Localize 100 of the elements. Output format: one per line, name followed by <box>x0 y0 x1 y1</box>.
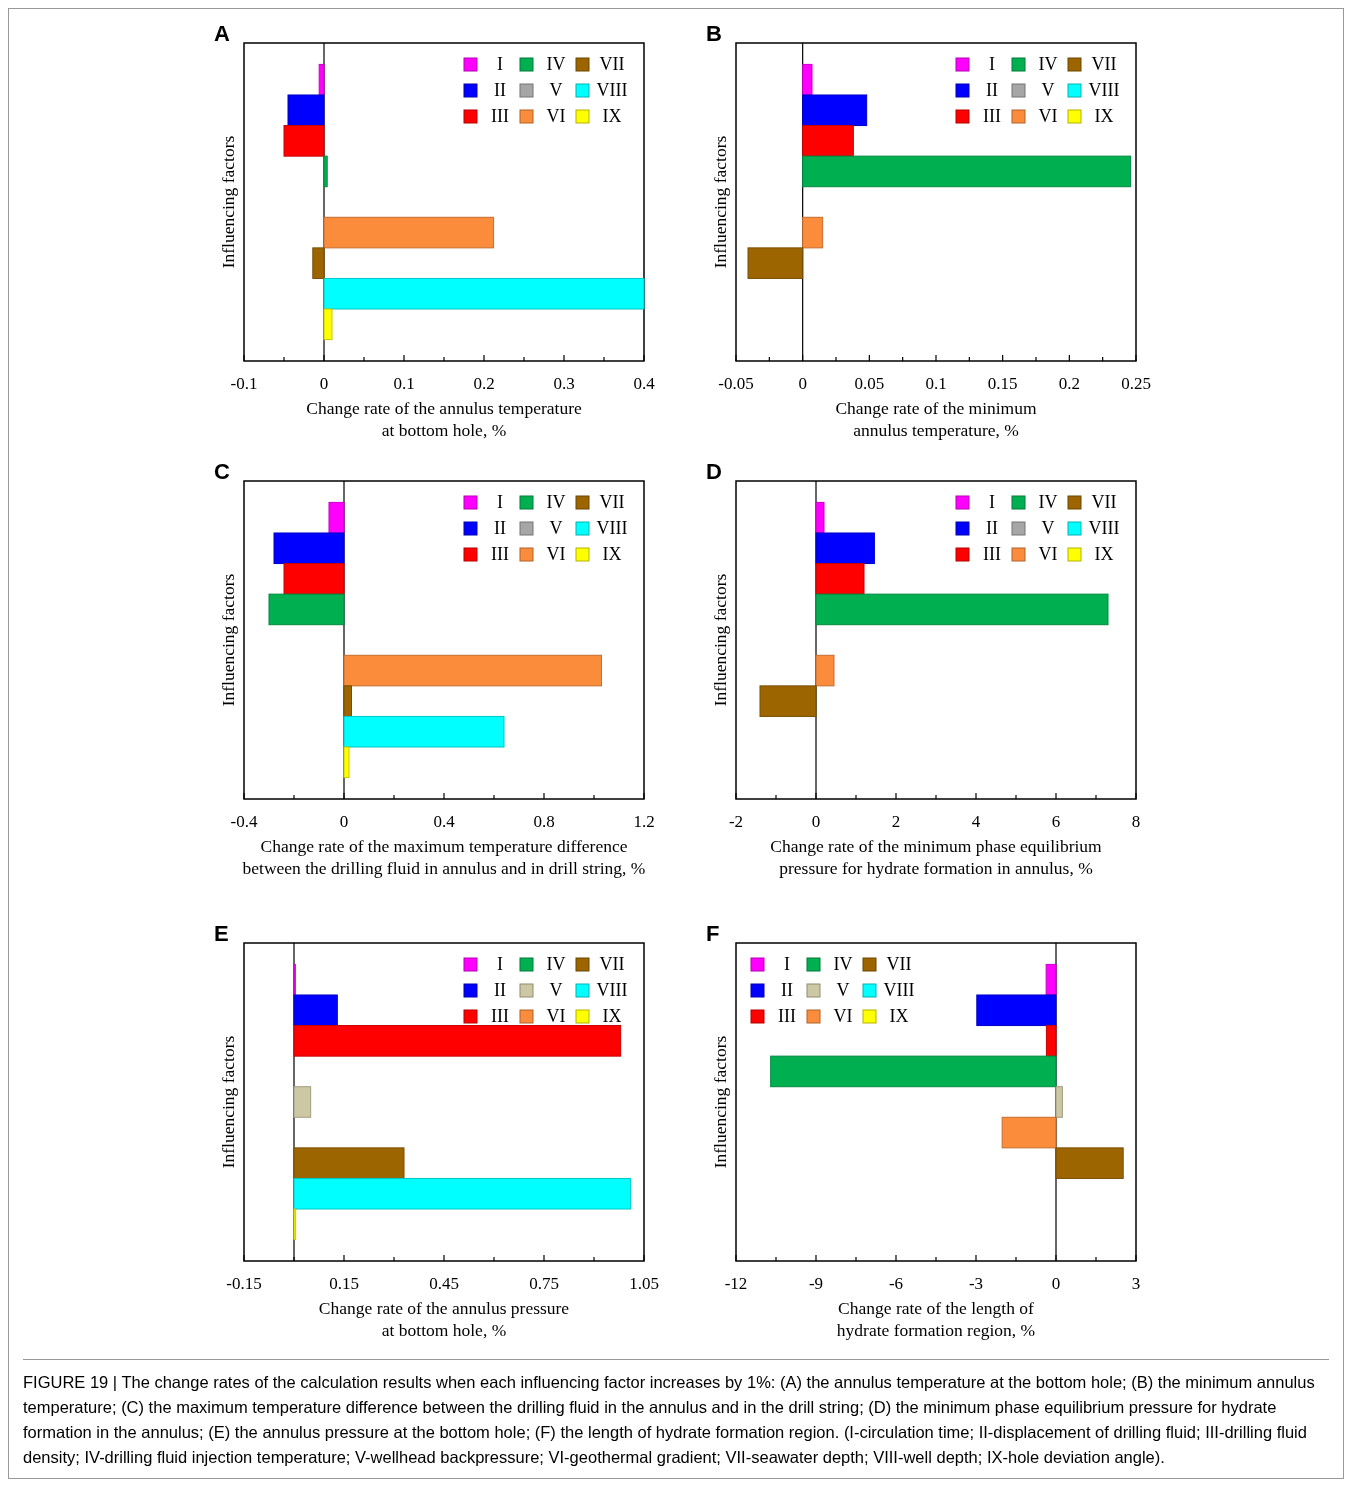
bar <box>293 994 338 1027</box>
legend-label: IV <box>546 492 566 512</box>
legend-label: IV <box>1038 54 1058 74</box>
legend-label: VII <box>599 492 625 512</box>
x-tick-label: -6 <box>888 1274 904 1293</box>
chart-title: F <box>706 921 720 946</box>
bar <box>293 1086 312 1118</box>
legend-label: IX <box>602 1006 622 1026</box>
x-tick-label: 3 <box>1131 1274 1141 1293</box>
bar <box>343 746 350 779</box>
legend-label: VI <box>546 1006 566 1026</box>
x-tick-label: 0.4 <box>633 374 656 393</box>
legend-label: II <box>494 518 506 538</box>
bar <box>747 247 804 279</box>
y-axis-title: Influencing factors <box>710 1035 730 1169</box>
legend-label: V <box>1041 80 1055 100</box>
x-tick-label: 2 <box>891 812 901 831</box>
legend-label: V <box>549 80 563 100</box>
legend-label: VI <box>833 1006 853 1026</box>
x-tick-label: 0 <box>798 374 807 393</box>
x-tick-label: 0.45 <box>429 1274 459 1293</box>
x-tick-label: 1.2 <box>633 812 655 831</box>
legend-label: IV <box>546 54 566 74</box>
bar <box>802 155 1132 188</box>
bar <box>1055 1086 1063 1118</box>
legend-label: III <box>491 106 509 126</box>
legend-label: III <box>983 544 1001 564</box>
legend-label: I <box>784 954 790 974</box>
x-tick-label: 4 <box>971 812 981 831</box>
bar <box>328 501 345 534</box>
caption: FIGURE 19 | The change rates of the calculation results when each influencing factor increases by 1%: (A) the annulus temperature at the bottom hole; (B) the minimum annulus temperature; (C) the maximum temperature difference between the drilling fluid in the annulus and in the drill string; (D) the minimum phase equilibrium pressure for hydrate formation in the annulus; (E) the annulus pressure at the bottom hole; (F) the length of hydrate formation region. (I-circulation time; II-displacement of drilling fluid; III-drilling fluid density; IV-drilling fluid injection temperature; V-wellhead backpressure; VI-geothermal gradient; VII-seawater depth; VIII-well depth; IX-hole deviation angle). <box>23 1372 1316 1468</box>
bar <box>802 125 854 157</box>
legend-label: VI <box>546 106 566 126</box>
bar <box>283 563 345 595</box>
x-tick-label: -0.15 <box>226 1274 262 1293</box>
legend-label: VIII <box>1088 518 1120 538</box>
legend-label: III <box>778 1006 796 1026</box>
legend-label: II <box>986 80 998 100</box>
bar <box>343 715 505 748</box>
legend-label: VIII <box>1088 80 1120 100</box>
legend-label: I <box>497 954 503 974</box>
bar <box>802 63 813 96</box>
bar <box>318 63 325 96</box>
x-tick-label: 0 <box>1051 1274 1061 1293</box>
bar <box>343 685 352 717</box>
legend-label: IV <box>1038 492 1058 512</box>
legend-label: VII <box>886 954 912 974</box>
legend-label: VIII <box>596 80 628 100</box>
legend-label: IV <box>546 954 566 974</box>
x-axis-title: Change rate of the length of hydrate formation region, % <box>836 1298 1036 1340</box>
legend-label: I <box>497 54 503 74</box>
x-tick-label: 0 <box>811 812 821 831</box>
legend-label: VII <box>599 54 625 74</box>
y-axis-title: Influencing factors <box>218 135 238 269</box>
bar <box>759 685 817 717</box>
x-axis-title: Change rate of the minimum phase equilibrium pressure for hydrate formation in annulus, % <box>770 836 1103 878</box>
x-tick-label: 0.2 <box>1058 374 1080 393</box>
legend-label: VII <box>1091 54 1117 74</box>
x-tick-label: 0.05 <box>854 374 885 393</box>
legend-label: V <box>549 518 563 538</box>
legend-label: IX <box>1094 106 1114 126</box>
legend-label: VIII <box>596 518 628 538</box>
legend-label: IX <box>1094 544 1114 564</box>
legend-label: VII <box>1091 492 1117 512</box>
x-tick-label: -12 <box>724 1274 748 1293</box>
bar <box>312 247 325 279</box>
x-tick-label: -9 <box>808 1274 824 1293</box>
bar <box>323 308 333 341</box>
x-axis-title: Change rate of the maximum temperature difference between the drilling fluid in annulus and in drill string, % <box>242 836 646 878</box>
bar <box>976 994 1057 1027</box>
bar <box>293 1177 632 1210</box>
legend-label: III <box>491 1006 509 1026</box>
legend-label: IX <box>602 544 622 564</box>
bar <box>802 216 824 249</box>
legend-label: II <box>494 80 506 100</box>
bar <box>1045 1025 1057 1057</box>
bar <box>1045 963 1057 996</box>
y-axis-title: Influencing factors <box>218 573 238 707</box>
legend-label: V <box>836 980 850 1000</box>
bar <box>268 593 345 626</box>
bar <box>815 532 875 565</box>
bar <box>815 654 835 687</box>
legend-label: II <box>986 518 998 538</box>
bar <box>770 1055 1057 1088</box>
legend-label: II <box>781 980 793 1000</box>
x-axis-title: Change rate of the minimum annulus temperature, % <box>835 398 1037 440</box>
legend-label: I <box>989 54 995 74</box>
bar <box>1055 1147 1124 1179</box>
x-tick-label: 0.25 <box>1121 374 1151 393</box>
x-tick-label: 6 <box>1051 812 1061 831</box>
x-tick-label: 0.4 <box>433 812 456 831</box>
x-tick-label: 0.1 <box>925 374 947 393</box>
bar <box>323 216 495 249</box>
x-tick-label: -2 <box>728 812 744 831</box>
chart-title: E <box>214 921 229 946</box>
legend-label: III <box>983 106 1001 126</box>
x-tick-label: 8 <box>1131 812 1141 831</box>
legend-label: I <box>989 492 995 512</box>
legend-label: VIII <box>883 980 915 1000</box>
x-tick-label: 0 <box>339 812 349 831</box>
